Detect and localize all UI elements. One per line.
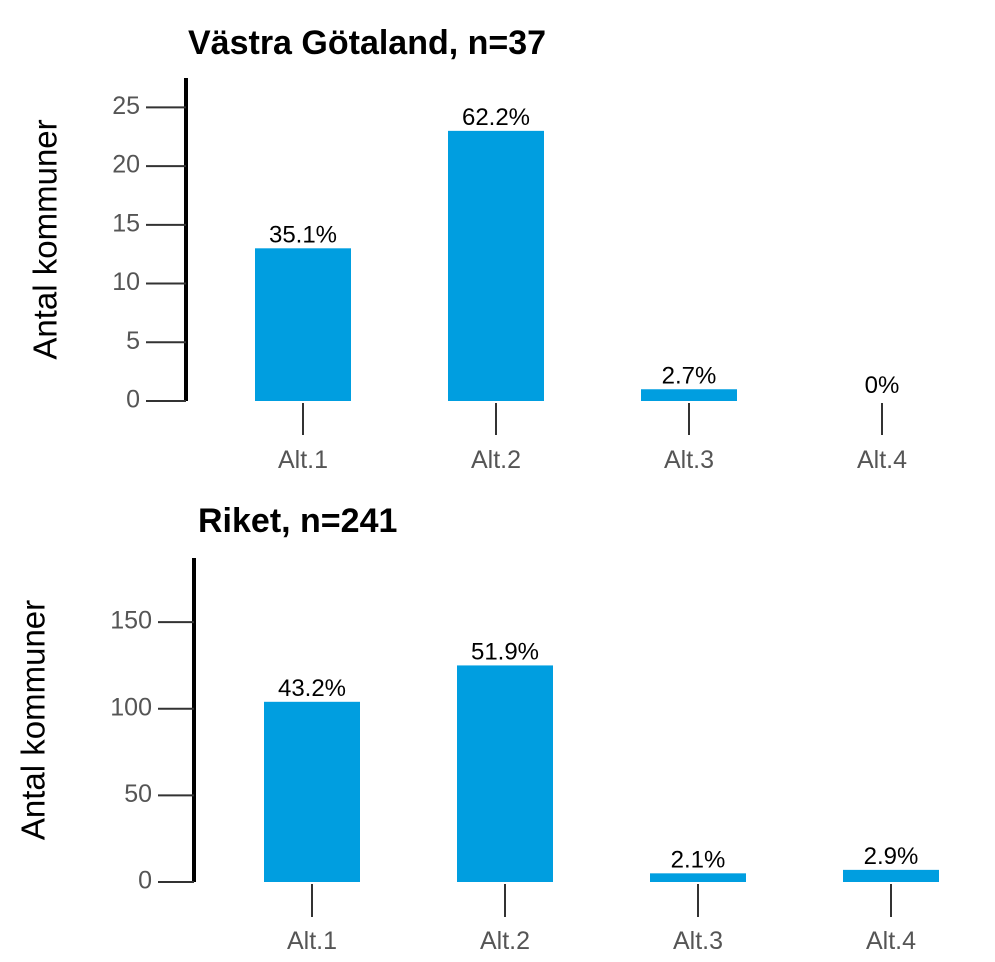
chart-panel-vastra-gotaland: Västra Götaland, n=37 Antal kommuner 0 5 10 1…: [0, 0, 995, 480]
x-tick-label: Alt.1: [287, 927, 337, 955]
bar-alt1: [255, 248, 351, 401]
data-label: 62.2%: [462, 104, 530, 131]
data-label: 43.2%: [278, 675, 346, 702]
bar-alt2: [457, 665, 553, 882]
y-tick-label: 15: [112, 209, 140, 237]
bar-chart-vastra-gotaland: Västra Götaland, n=37 Antal kommuner 0 5 10 1…: [27, 24, 907, 474]
chart-panel-riket: Riket, n=241 Antal kommuner 0 50 100 150 Alt.1…: [0, 480, 995, 962]
y-axis-label: Antal kommuner: [27, 119, 64, 359]
y-tick-label: 25: [112, 92, 140, 120]
x-tick-label: Alt.2: [480, 927, 530, 955]
data-label: 35.1%: [269, 221, 337, 248]
y-tick-label: 150: [110, 607, 152, 635]
x-tick-label: Alt.2: [471, 446, 521, 474]
y-tick-label: 5: [126, 327, 140, 355]
chart-title: Riket, n=241: [198, 502, 397, 540]
bar-chart-riket: Riket, n=241 Antal kommuner 0 50 100 150 Alt.1…: [15, 502, 939, 955]
bar-alt3: [650, 873, 746, 882]
data-label: 2.7%: [662, 362, 717, 389]
bar-alt2: [448, 130, 544, 401]
data-label: 0%: [865, 372, 900, 399]
x-tick-label: Alt.3: [664, 446, 714, 474]
y-axis-label: Antal kommuner: [15, 600, 52, 840]
x-tick-label: Alt.4: [857, 446, 907, 474]
y-tick-label: 100: [110, 693, 152, 721]
y-tick-label: 50: [124, 780, 152, 808]
bar-alt3: [641, 389, 737, 401]
bar-alt4: [843, 869, 939, 882]
y-tick-label: 0: [126, 386, 140, 414]
chart-title: Västra Götaland, n=37: [188, 24, 546, 62]
y-tick-label: 20: [112, 151, 140, 179]
bar-alt1: [264, 701, 360, 882]
x-tick-label: Alt.1: [278, 446, 328, 474]
data-label: 2.1%: [671, 846, 726, 873]
y-tick-label: 0: [138, 867, 152, 895]
data-label: 51.9%: [471, 638, 539, 665]
data-label: 2.9%: [864, 843, 919, 870]
x-tick-label: Alt.4: [866, 927, 916, 955]
x-tick-label: Alt.3: [673, 927, 723, 955]
y-tick-label: 10: [112, 268, 140, 296]
